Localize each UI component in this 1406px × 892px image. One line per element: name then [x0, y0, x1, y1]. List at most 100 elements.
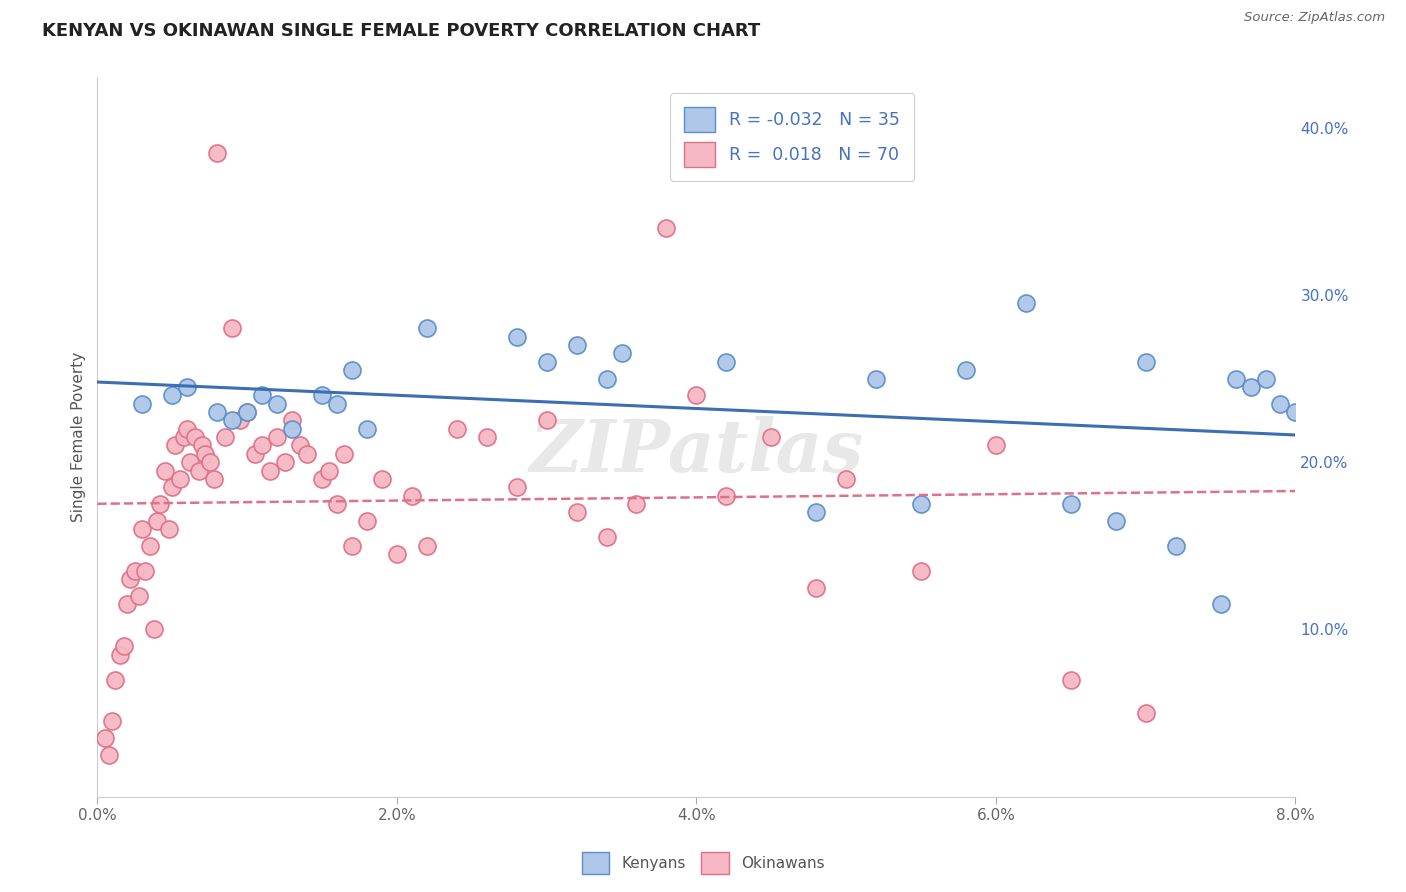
Point — [311, 388, 333, 402]
Point — [1060, 673, 1083, 687]
Point — [259, 463, 281, 477]
Point — [120, 572, 142, 586]
Point — [243, 447, 266, 461]
Point — [356, 422, 378, 436]
Point — [505, 480, 527, 494]
Point — [595, 371, 617, 385]
Point — [1135, 355, 1157, 369]
Point — [202, 472, 225, 486]
Text: KENYAN VS OKINAWAN SINGLE FEMALE POVERTY CORRELATION CHART: KENYAN VS OKINAWAN SINGLE FEMALE POVERTY… — [42, 22, 761, 40]
Point — [198, 455, 221, 469]
Point — [124, 564, 146, 578]
Legend: R = -0.032   N = 35, R =  0.018   N = 70: R = -0.032 N = 35, R = 0.018 N = 70 — [671, 94, 914, 181]
Point — [416, 539, 439, 553]
Point — [416, 321, 439, 335]
Point — [214, 430, 236, 444]
Point — [281, 413, 304, 427]
Point — [1225, 371, 1247, 385]
Point — [1239, 380, 1261, 394]
Text: ZIPatlas: ZIPatlas — [529, 416, 863, 487]
Point — [626, 497, 648, 511]
Point — [685, 388, 707, 402]
Point — [1164, 539, 1187, 553]
Point — [340, 539, 363, 553]
Point — [401, 489, 423, 503]
Point — [157, 522, 180, 536]
Point — [340, 363, 363, 377]
Point — [179, 455, 201, 469]
Point — [191, 438, 214, 452]
Point — [955, 363, 977, 377]
Point — [356, 514, 378, 528]
Point — [173, 430, 195, 444]
Point — [475, 430, 498, 444]
Point — [176, 380, 198, 394]
Point — [205, 405, 228, 419]
Point — [565, 338, 588, 352]
Point — [134, 564, 156, 578]
Point — [221, 413, 243, 427]
Point — [1284, 405, 1306, 419]
Point — [176, 422, 198, 436]
Point — [1105, 514, 1128, 528]
Point — [205, 145, 228, 160]
Point — [1254, 371, 1277, 385]
Point — [98, 747, 121, 762]
Point — [194, 447, 217, 461]
Text: Source: ZipAtlas.com: Source: ZipAtlas.com — [1244, 11, 1385, 24]
Point — [536, 355, 558, 369]
Point — [221, 321, 243, 335]
Point — [295, 447, 318, 461]
Point — [1135, 706, 1157, 720]
Point — [228, 413, 250, 427]
Point — [128, 589, 150, 603]
Point — [536, 413, 558, 427]
Point — [716, 355, 738, 369]
Point — [236, 405, 259, 419]
Point — [131, 522, 153, 536]
Point — [143, 623, 166, 637]
Point — [910, 497, 932, 511]
Point — [1209, 597, 1232, 611]
Point — [595, 530, 617, 544]
Point — [281, 422, 304, 436]
Point — [266, 430, 288, 444]
Y-axis label: Single Female Poverty: Single Female Poverty — [72, 352, 86, 522]
Point — [183, 430, 205, 444]
Point — [236, 405, 259, 419]
Point — [806, 505, 828, 519]
Point — [446, 422, 468, 436]
Point — [250, 438, 273, 452]
Point — [169, 472, 191, 486]
Point — [108, 648, 131, 662]
Point — [910, 564, 932, 578]
Point — [1270, 396, 1292, 410]
Point — [94, 731, 117, 746]
Point — [149, 497, 172, 511]
Point — [326, 396, 349, 410]
Point — [160, 480, 183, 494]
Point — [250, 388, 273, 402]
Point — [139, 539, 162, 553]
Point — [146, 514, 169, 528]
Point — [153, 463, 176, 477]
Point — [333, 447, 356, 461]
Point — [835, 472, 858, 486]
Point — [188, 463, 211, 477]
Point — [385, 547, 408, 561]
Point — [165, 438, 187, 452]
Point — [266, 396, 288, 410]
Point — [318, 463, 340, 477]
Point — [131, 396, 153, 410]
Point — [112, 639, 135, 653]
Point — [311, 472, 333, 486]
Point — [371, 472, 394, 486]
Point — [1015, 296, 1038, 310]
Point — [160, 388, 183, 402]
Point — [865, 371, 887, 385]
Point — [655, 221, 678, 235]
Point — [104, 673, 127, 687]
Point — [716, 489, 738, 503]
Point — [505, 329, 527, 343]
Point — [984, 438, 1007, 452]
